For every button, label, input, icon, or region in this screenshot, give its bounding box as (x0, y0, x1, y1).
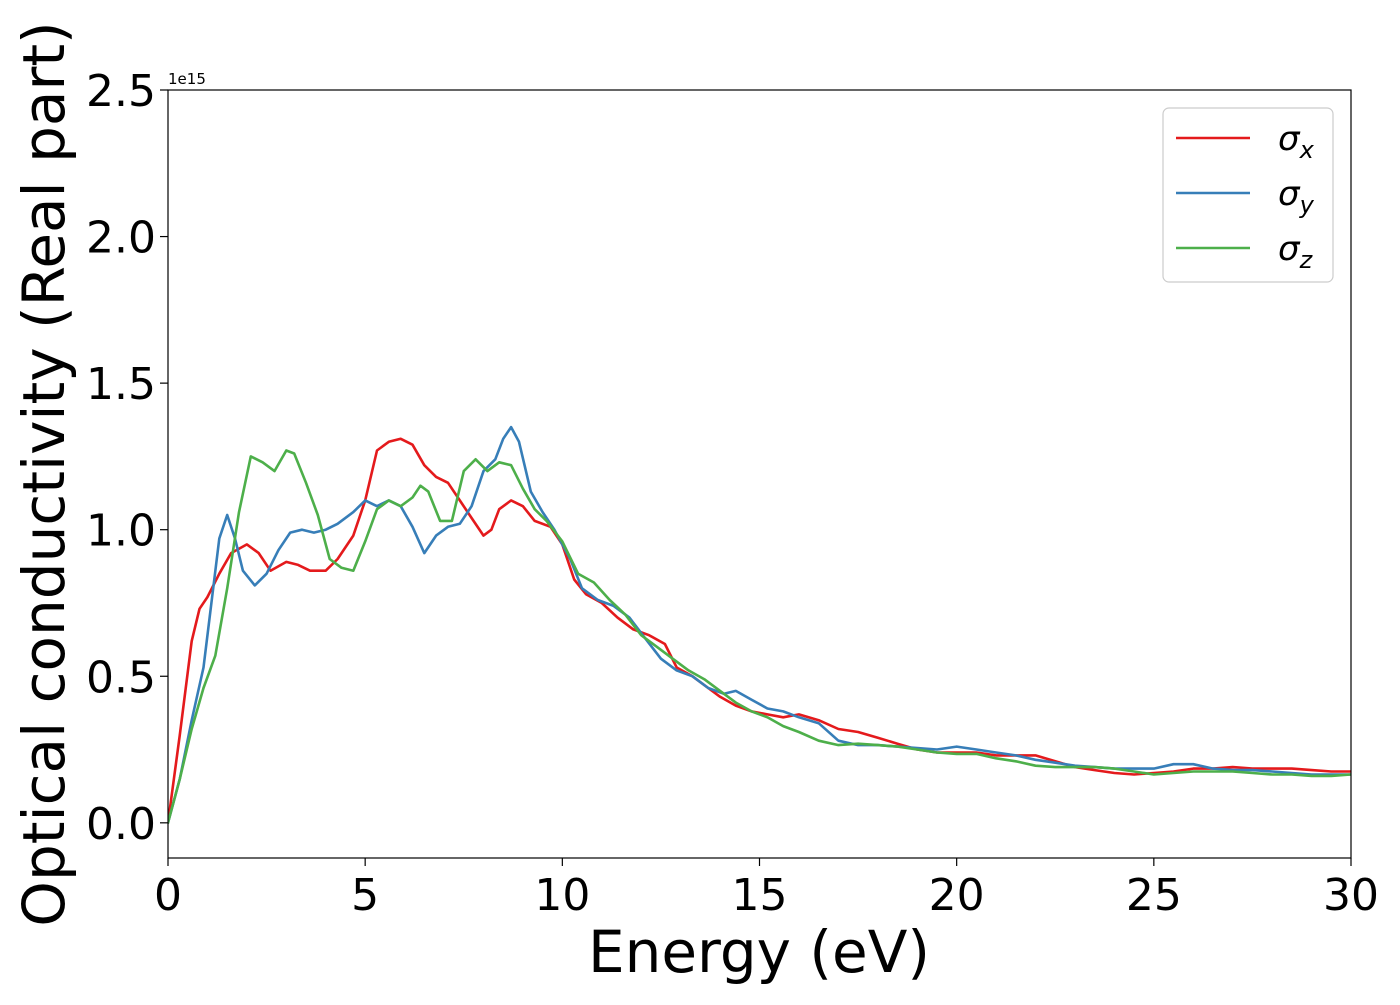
x-tick-label: 30 (1323, 870, 1379, 921)
x-tick-label: 15 (732, 870, 788, 921)
legend-subscript: z (1299, 246, 1314, 274)
y-tick-label: 2.0 (86, 213, 156, 264)
y-tick-label: 0.5 (86, 652, 156, 703)
legend-subscript: x (1299, 136, 1315, 164)
y-axis-ticks: 0.0 0.5 1.0 1.5 2.0 2.5 (86, 66, 168, 850)
x-axis-ticks: 0 5 10 15 20 25 30 (154, 858, 1379, 921)
series-layer (168, 425, 1351, 825)
x-tick-label: 25 (1126, 870, 1182, 921)
y-axis-title: Optical conductivity (Real part) (10, 21, 78, 926)
x-axis-title: Energy (eV) (588, 918, 930, 986)
y-offset-label: 1e15 (168, 70, 206, 88)
y-tick-label: 1.5 (86, 359, 156, 410)
y-tick-label: 2.5 (86, 66, 156, 117)
x-tick-label: 5 (351, 870, 379, 921)
x-tick-label: 0 (154, 870, 182, 921)
series-line-y (168, 425, 1351, 825)
x-tick-label: 10 (534, 870, 590, 921)
legend-subscript: y (1299, 191, 1315, 219)
series-line-z (168, 449, 1351, 825)
y-tick-label: 1.0 (86, 506, 156, 557)
y-tick-label: 0.0 (86, 799, 156, 850)
x-tick-label: 20 (929, 870, 985, 921)
legend-box (1162, 107, 1334, 283)
